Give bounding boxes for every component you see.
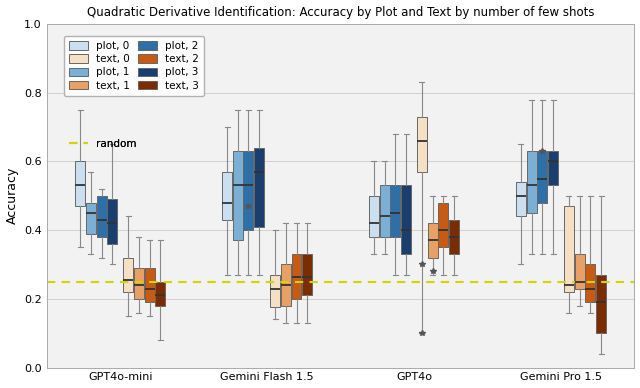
PathPatch shape — [548, 151, 558, 185]
PathPatch shape — [527, 151, 536, 213]
PathPatch shape — [75, 161, 85, 206]
Title: Quadratic Derivative Identification: Accuracy by Plot and Text by number of few : Quadratic Derivative Identification: Acc… — [87, 5, 595, 19]
PathPatch shape — [291, 254, 301, 299]
PathPatch shape — [596, 275, 606, 333]
PathPatch shape — [108, 199, 117, 244]
PathPatch shape — [281, 265, 291, 306]
PathPatch shape — [538, 151, 547, 203]
PathPatch shape — [233, 151, 243, 241]
PathPatch shape — [401, 185, 411, 254]
PathPatch shape — [369, 196, 379, 237]
PathPatch shape — [417, 117, 427, 171]
PathPatch shape — [270, 275, 280, 307]
PathPatch shape — [564, 206, 574, 292]
PathPatch shape — [302, 254, 312, 295]
PathPatch shape — [123, 258, 133, 292]
PathPatch shape — [86, 203, 96, 234]
PathPatch shape — [222, 171, 232, 220]
Legend: random: random — [64, 134, 141, 154]
PathPatch shape — [134, 268, 144, 299]
PathPatch shape — [438, 203, 449, 247]
PathPatch shape — [97, 196, 106, 237]
PathPatch shape — [243, 151, 253, 230]
PathPatch shape — [575, 254, 584, 289]
Y-axis label: Accuracy: Accuracy — [6, 167, 19, 224]
PathPatch shape — [380, 185, 390, 237]
PathPatch shape — [254, 147, 264, 227]
PathPatch shape — [586, 265, 595, 302]
PathPatch shape — [428, 223, 438, 258]
PathPatch shape — [516, 182, 526, 217]
PathPatch shape — [156, 282, 165, 306]
PathPatch shape — [449, 220, 459, 254]
PathPatch shape — [390, 185, 401, 237]
PathPatch shape — [145, 268, 155, 302]
